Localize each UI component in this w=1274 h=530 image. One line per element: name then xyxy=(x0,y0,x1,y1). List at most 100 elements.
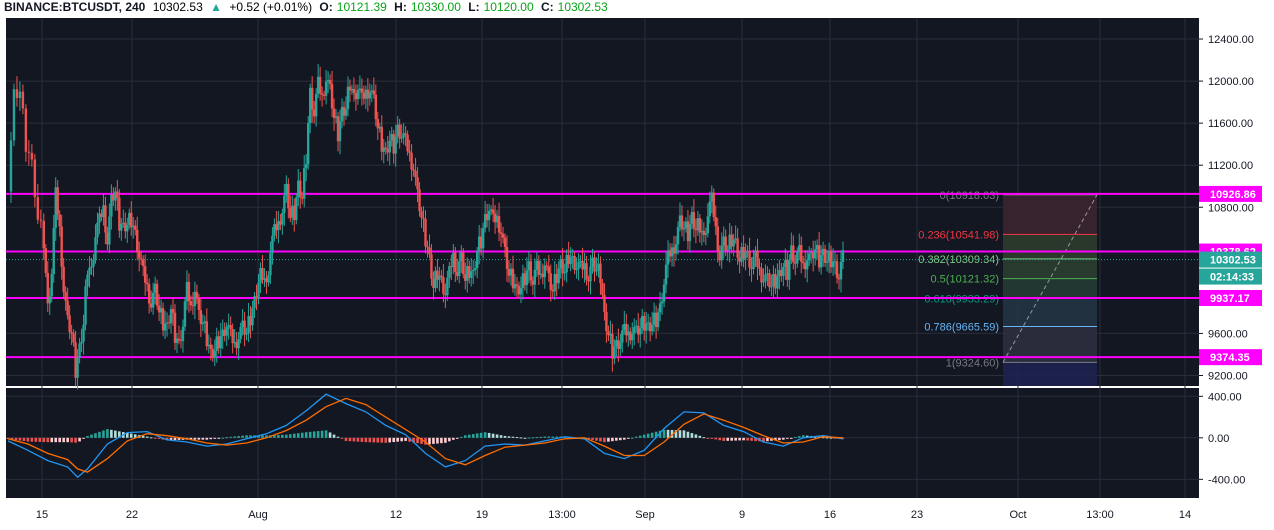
candle-body xyxy=(213,351,216,358)
candle-body xyxy=(762,281,765,283)
candle-body xyxy=(837,277,841,280)
candle-body xyxy=(328,79,332,85)
histogram-bar xyxy=(650,432,654,438)
candle-body xyxy=(760,268,763,283)
candle-body xyxy=(601,283,604,295)
candle-body xyxy=(410,152,413,170)
candle-body xyxy=(314,93,318,117)
histogram-bar xyxy=(360,437,364,442)
histogram-bar xyxy=(611,437,614,442)
level-tag-label: 9937.17 xyxy=(1210,293,1250,305)
histogram-bar xyxy=(444,437,447,443)
candle-body xyxy=(650,324,654,332)
close-value: 10302.53 xyxy=(557,0,608,14)
candle-body xyxy=(694,228,698,231)
candle-body xyxy=(706,216,710,234)
candle-body xyxy=(110,194,113,217)
histogram-bar xyxy=(98,431,101,438)
candle-body xyxy=(388,140,391,153)
fib-level-label: 0.382(10309.34) xyxy=(918,254,999,266)
candle-body xyxy=(151,292,155,308)
candle-body xyxy=(247,316,250,334)
histogram-bar xyxy=(114,430,117,438)
candle-body xyxy=(458,261,461,277)
candle-body xyxy=(802,261,805,264)
candle-body xyxy=(279,221,282,225)
histogram-bar xyxy=(790,437,793,439)
candle-body xyxy=(686,221,690,242)
histogram-bar xyxy=(300,432,304,438)
candle-body xyxy=(829,251,833,268)
histogram-bar xyxy=(714,437,718,440)
candle-body xyxy=(605,311,608,332)
candle-body xyxy=(368,92,372,99)
histogram-bar xyxy=(197,437,201,440)
histogram-bar xyxy=(523,437,527,439)
histogram-bar xyxy=(511,436,515,438)
candle-body xyxy=(191,305,195,307)
candle-body xyxy=(257,282,260,298)
candle-body xyxy=(24,108,28,152)
candle-body xyxy=(466,266,469,281)
histogram-bar xyxy=(487,432,491,438)
candle-body xyxy=(806,260,809,270)
histogram-bar xyxy=(471,434,475,438)
histogram-bar xyxy=(507,436,511,438)
candle-body xyxy=(782,266,785,277)
histogram-bar xyxy=(615,437,618,441)
histogram-bar xyxy=(654,431,658,438)
candle-body xyxy=(291,205,294,218)
histogram-bar xyxy=(129,433,133,438)
histogram-bar xyxy=(551,436,555,438)
candle-body xyxy=(420,211,423,218)
candle-body xyxy=(318,76,322,94)
candle-body xyxy=(52,227,55,275)
time-axis[interactable] xyxy=(0,506,1274,530)
oscillator-pane[interactable] xyxy=(6,388,1199,498)
candle-body xyxy=(722,236,725,246)
candle-body xyxy=(776,276,779,289)
candle-body xyxy=(344,109,348,116)
candle-body xyxy=(259,268,262,283)
candle-body xyxy=(33,159,37,198)
level-tag-label: 9374.35 xyxy=(1210,352,1250,364)
candle-body xyxy=(642,316,646,331)
histogram-bar xyxy=(344,437,348,441)
candle-body xyxy=(376,119,379,129)
candle-body xyxy=(746,250,749,252)
candle-body xyxy=(21,91,25,109)
candle-body xyxy=(145,282,149,285)
candle-body xyxy=(36,197,40,220)
histogram-bar xyxy=(376,437,380,443)
candle-body xyxy=(396,124,399,137)
symbol-label[interactable]: BINANCE:BTCUSDT, 240 xyxy=(4,0,146,14)
histogram-bar xyxy=(750,437,753,441)
candle-body xyxy=(523,273,527,286)
candle-body xyxy=(567,254,570,265)
candle-body xyxy=(585,263,588,280)
candle-body xyxy=(497,215,501,233)
candle-body xyxy=(589,266,592,282)
candle-body xyxy=(676,227,680,245)
histogram-bar xyxy=(829,437,833,439)
histogram-bar xyxy=(66,437,69,443)
candle-body xyxy=(197,298,201,311)
candle-body xyxy=(702,230,706,236)
signal-line xyxy=(7,397,844,473)
candle-body xyxy=(348,86,352,91)
candle-body xyxy=(289,208,292,218)
candle-body xyxy=(326,79,330,82)
histogram-bar xyxy=(416,437,419,444)
candle-body xyxy=(672,247,676,254)
candle-body xyxy=(756,250,759,267)
histogram-bar xyxy=(86,435,89,438)
price-chart[interactable]: 0(10918.03) 0.236(10541.98) 0.382(10309.34… xyxy=(0,16,1274,530)
time-tick-label: 13:00 xyxy=(548,509,576,521)
candle-body xyxy=(619,342,622,349)
candle-body xyxy=(714,217,717,227)
histogram-bar xyxy=(249,435,252,438)
candle-body xyxy=(700,230,704,233)
candle-body xyxy=(281,212,284,225)
histogram-bar xyxy=(352,437,356,442)
candle-body xyxy=(444,293,447,296)
